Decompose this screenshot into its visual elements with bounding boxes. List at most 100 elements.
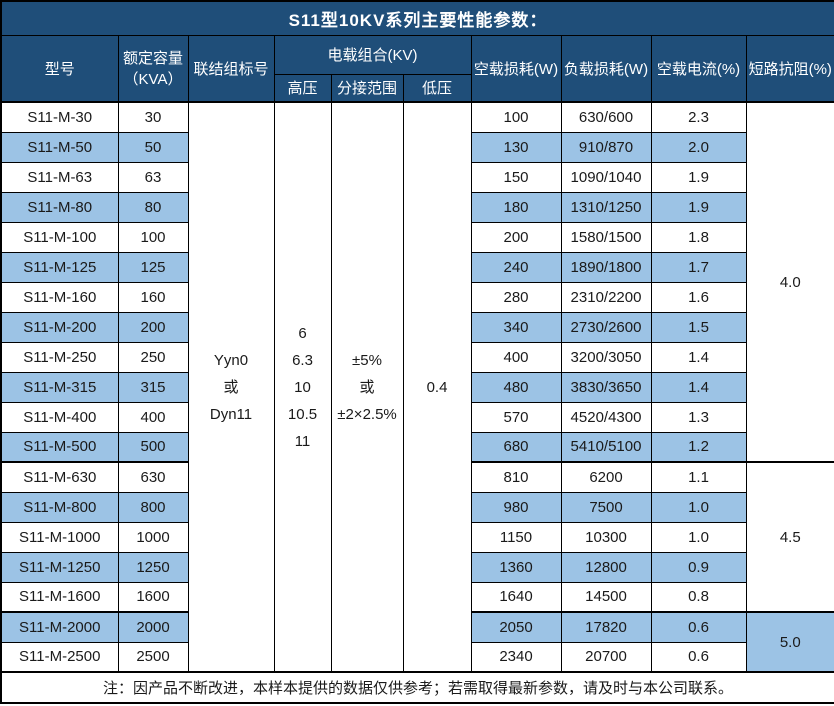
model-cell: S11-M-2500 <box>0 641 119 673</box>
capacity-cell: 630 <box>117 461 189 493</box>
no-load-current-cell: 1.0 <box>650 491 747 523</box>
no-load-current-cell: 1.3 <box>650 401 747 433</box>
model-cell: S11-M-500 <box>0 431 119 463</box>
no-load-loss-cell: 2340 <box>470 641 562 673</box>
no-load-loss-cell: 810 <box>470 461 562 493</box>
model-cell: S11-M-100 <box>0 221 119 253</box>
no-load-current-cell: 1.1 <box>650 461 747 493</box>
title-row: S11型10KV系列主要性能参数： <box>0 0 834 36</box>
vector-group-cell: Yyn0 或 Dyn11 <box>187 101 275 673</box>
col-header-voltage-combo: 电载组合(KV) <box>273 34 472 75</box>
load-loss-cell: 1890/1800 <box>560 251 652 283</box>
load-loss-cell: 14500 <box>560 581 652 613</box>
load-loss-cell: 1090/1040 <box>560 161 652 193</box>
impedance-cell: 4.0 <box>745 101 834 463</box>
model-cell: S11-M-160 <box>0 281 119 313</box>
model-cell: S11-M-2000 <box>0 611 119 643</box>
hv-values-cell: 6 6.3 10 10.5 11 <box>273 101 332 673</box>
model-cell: S11-M-315 <box>0 371 119 403</box>
no-load-loss-cell: 180 <box>470 191 562 223</box>
header-row-sub: 高压 分接范围 低压 <box>1 73 834 103</box>
tap-range-cell: ±5% 或 ±2×2.5% <box>330 101 404 673</box>
table-row: S11-M-2000 2000 2050 17820 0.6 5.0 <box>0 611 834 673</box>
col-header-short-circuit-impedance: 短路抗阻(%) <box>745 34 834 103</box>
col-header-capacity: 额定容量 （KVA） <box>117 34 189 103</box>
no-load-current-cell: 2.3 <box>650 101 747 133</box>
model-cell: S11-M-125 <box>0 251 119 283</box>
no-load-loss-cell: 240 <box>470 251 562 283</box>
impedance-cell: 4.5 <box>745 461 834 613</box>
no-load-loss-cell: 400 <box>470 341 562 373</box>
no-load-current-cell: 1.4 <box>650 371 747 403</box>
capacity-cell: 400 <box>117 401 189 433</box>
table-row: S11-M-500 500 680 5410/5100 1.2 <box>0 431 834 463</box>
col-header-tap-range: 分接范围 <box>330 73 404 103</box>
no-load-loss-cell: 1360 <box>470 551 562 583</box>
col-header-lv: 低压 <box>402 73 472 103</box>
load-loss-cell: 3200/3050 <box>560 341 652 373</box>
model-cell: S11-M-63 <box>0 161 119 193</box>
col-header-hv: 高压 <box>273 73 332 103</box>
footer-note: 注：因产品不断改进，本样本提供的数据仅供参考；若需取得最新参数，请及时与本公司联… <box>0 671 834 704</box>
table-row: S11-M-30 30 Yyn0 或 Dyn11 6 6.3 10 10.5 11 ±5… <box>0 101 834 673</box>
load-loss-cell: 1580/1500 <box>560 221 652 253</box>
no-load-current-cell: 1.9 <box>650 161 747 193</box>
no-load-current-cell: 1.5 <box>650 311 747 343</box>
model-cell: S11-M-1000 <box>0 521 119 553</box>
load-loss-cell: 6200 <box>560 461 652 493</box>
table-row: S11-M-160 160 280 2310/2200 1.6 <box>0 281 834 313</box>
capacity-cell: 63 <box>117 161 189 193</box>
col-header-model: 型号 <box>0 34 119 103</box>
load-loss-cell: 630/600 <box>560 101 652 133</box>
capacity-cell: 315 <box>117 371 189 403</box>
capacity-cell: 2000 <box>117 611 189 643</box>
no-load-current-cell: 0.6 <box>650 611 747 643</box>
no-load-current-cell: 0.6 <box>650 641 747 673</box>
capacity-cell: 100 <box>117 221 189 253</box>
model-cell: S11-M-400 <box>0 401 119 433</box>
model-cell: S11-M-30 <box>0 101 119 133</box>
no-load-current-cell: 2.0 <box>650 131 747 163</box>
col-header-vector-group: 联结组标号 <box>187 34 275 103</box>
load-loss-cell: 4520/4300 <box>560 401 652 433</box>
capacity-cell: 2500 <box>117 641 189 673</box>
col-header-no-load-loss: 空载损耗(W) <box>470 34 562 103</box>
load-loss-cell: 20700 <box>560 641 652 673</box>
no-load-loss-cell: 340 <box>470 311 562 343</box>
no-load-loss-cell: 980 <box>470 491 562 523</box>
load-loss-cell: 910/870 <box>560 131 652 163</box>
model-cell: S11-M-1600 <box>0 581 119 613</box>
no-load-loss-cell: 100 <box>470 101 562 133</box>
no-load-loss-cell: 1640 <box>470 581 562 613</box>
capacity-cell: 160 <box>117 281 189 313</box>
capacity-cell: 80 <box>117 191 189 223</box>
no-load-loss-cell: 150 <box>470 161 562 193</box>
no-load-loss-cell: 570 <box>470 401 562 433</box>
capacity-cell: 30 <box>117 101 189 133</box>
table-body: S11-M-30 30 Yyn0 或 Dyn11 6 6.3 10 10.5 11 ±5… <box>0 101 834 673</box>
no-load-current-cell: 1.9 <box>650 191 747 223</box>
no-load-current-cell: 1.7 <box>650 251 747 283</box>
no-load-current-cell: 1.2 <box>650 431 747 463</box>
model-cell: S11-M-200 <box>0 311 119 343</box>
no-load-current-cell: 0.9 <box>650 551 747 583</box>
capacity-cell: 250 <box>117 341 189 373</box>
capacity-cell: 1000 <box>117 521 189 553</box>
col-header-load-loss: 负载损耗(W) <box>560 34 652 103</box>
load-loss-cell: 17820 <box>560 611 652 643</box>
footer-row: 注：因产品不断改进，本样本提供的数据仅供参考；若需取得最新参数，请及时与本公司联… <box>0 671 834 704</box>
load-loss-cell: 5410/5100 <box>560 431 652 463</box>
no-load-current-cell: 1.6 <box>650 281 747 313</box>
no-load-loss-cell: 1150 <box>470 521 562 553</box>
no-load-loss-cell: 680 <box>470 431 562 463</box>
no-load-loss-cell: 200 <box>470 221 562 253</box>
capacity-cell: 200 <box>117 311 189 343</box>
no-load-current-cell: 0.8 <box>650 581 747 613</box>
table-row: S11-M-200 200 340 2730/2600 1.5 <box>0 311 834 343</box>
no-load-current-cell: 1.0 <box>650 521 747 553</box>
model-cell: S11-M-50 <box>0 131 119 163</box>
no-load-loss-cell: 280 <box>470 281 562 313</box>
model-cell: S11-M-630 <box>0 461 119 493</box>
model-cell: S11-M-80 <box>0 191 119 223</box>
